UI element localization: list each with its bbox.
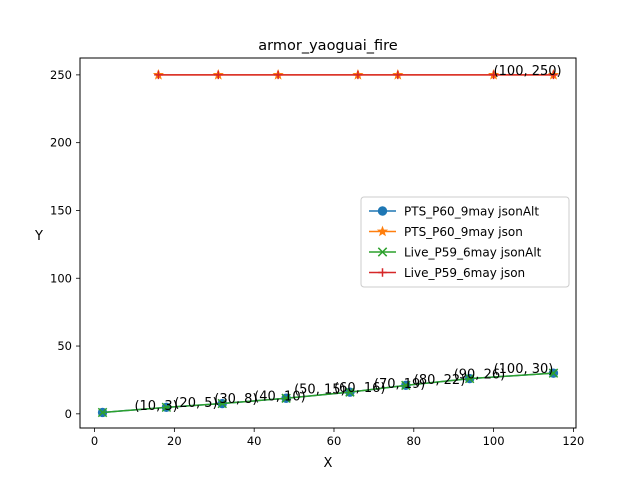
y-tick-label: 0 xyxy=(65,407,72,421)
legend-entry: Live_P59_6may json xyxy=(369,266,525,280)
data-annotation: (50, 15) xyxy=(294,382,346,397)
series-4 xyxy=(154,70,558,80)
x-tick-label: 40 xyxy=(247,434,262,448)
y-tick-label: 200 xyxy=(50,136,72,150)
y-axis-label: Y xyxy=(34,229,43,244)
data-point xyxy=(281,393,291,403)
y-tick-label: 100 xyxy=(50,271,72,285)
axis-ticks: 0 20 40 60 80 100 120 0 50 100 150 200 250 xyxy=(50,68,584,448)
data-point xyxy=(393,70,403,80)
data-point xyxy=(464,373,475,384)
chart-title: armor_yaoguai_fire xyxy=(258,38,397,54)
data-annotation: (10, 3) xyxy=(134,399,177,414)
legend-marker xyxy=(377,206,388,216)
data-point xyxy=(345,387,355,397)
legend-label: Live_P59_6may jsonAlt xyxy=(404,246,542,260)
data-point xyxy=(489,70,498,80)
x-tick-label: 0 xyxy=(91,434,98,448)
data-point xyxy=(401,380,411,391)
legend-marker xyxy=(376,225,389,237)
data-annotation: (90, 26) xyxy=(454,368,506,383)
data-point xyxy=(273,70,283,80)
axes-frame xyxy=(79,57,577,429)
data-annotation: (40, 10) xyxy=(254,389,305,404)
y-tick-label: 250 xyxy=(50,68,72,82)
data-point xyxy=(217,398,227,409)
data-annotation: (60, 16) xyxy=(334,381,386,396)
x-axis-label: X xyxy=(324,456,333,471)
legend-frame xyxy=(360,196,570,288)
y-tick-label: 150 xyxy=(50,203,72,217)
data-point xyxy=(161,402,172,413)
data-point xyxy=(97,407,108,418)
data-point xyxy=(353,70,363,80)
legend: PTS_P60_9may jsonAlt PTS_P60_9may json Liv… xyxy=(360,196,570,288)
x-tick-label: 100 xyxy=(483,434,505,448)
plot-area: (10, 3)(20, 5)(30, 8)(40, 10)(50, 15)(60… xyxy=(97,64,562,418)
legend-label: PTS_P60_9may jsonAlt xyxy=(404,205,539,219)
legend-entry: PTS_P60_9may json xyxy=(369,225,523,239)
data-annotation: (80, 22) xyxy=(414,373,466,388)
data-point xyxy=(549,70,558,80)
legend-entry: Live_P59_6may jsonAlt xyxy=(369,246,542,260)
data-annotation: (100, 30) xyxy=(494,362,554,377)
y-tick-label: 50 xyxy=(57,339,72,353)
legend-marker xyxy=(378,268,387,277)
data-annotation: (100, 250) xyxy=(494,64,562,79)
data-point xyxy=(154,70,163,80)
legend-label: PTS_P60_9may json xyxy=(404,225,523,239)
series-3 xyxy=(97,368,559,418)
data-annotation: (30, 8) xyxy=(214,392,257,407)
data-point xyxy=(214,70,223,80)
x-tick-label: 80 xyxy=(406,434,421,448)
legend-entry: PTS_P60_9may jsonAlt xyxy=(369,205,539,219)
series-line xyxy=(102,372,554,414)
x-tick-label: 20 xyxy=(167,434,182,448)
legend-marker xyxy=(377,247,388,257)
legend-label: Live_P59_6may json xyxy=(404,266,525,280)
x-tick-label: 60 xyxy=(327,434,342,448)
x-tick-label: 120 xyxy=(562,434,584,448)
data-annotation: (20, 5) xyxy=(174,396,217,411)
data-annotation: (70, 19) xyxy=(374,377,426,392)
data-point xyxy=(548,368,559,378)
